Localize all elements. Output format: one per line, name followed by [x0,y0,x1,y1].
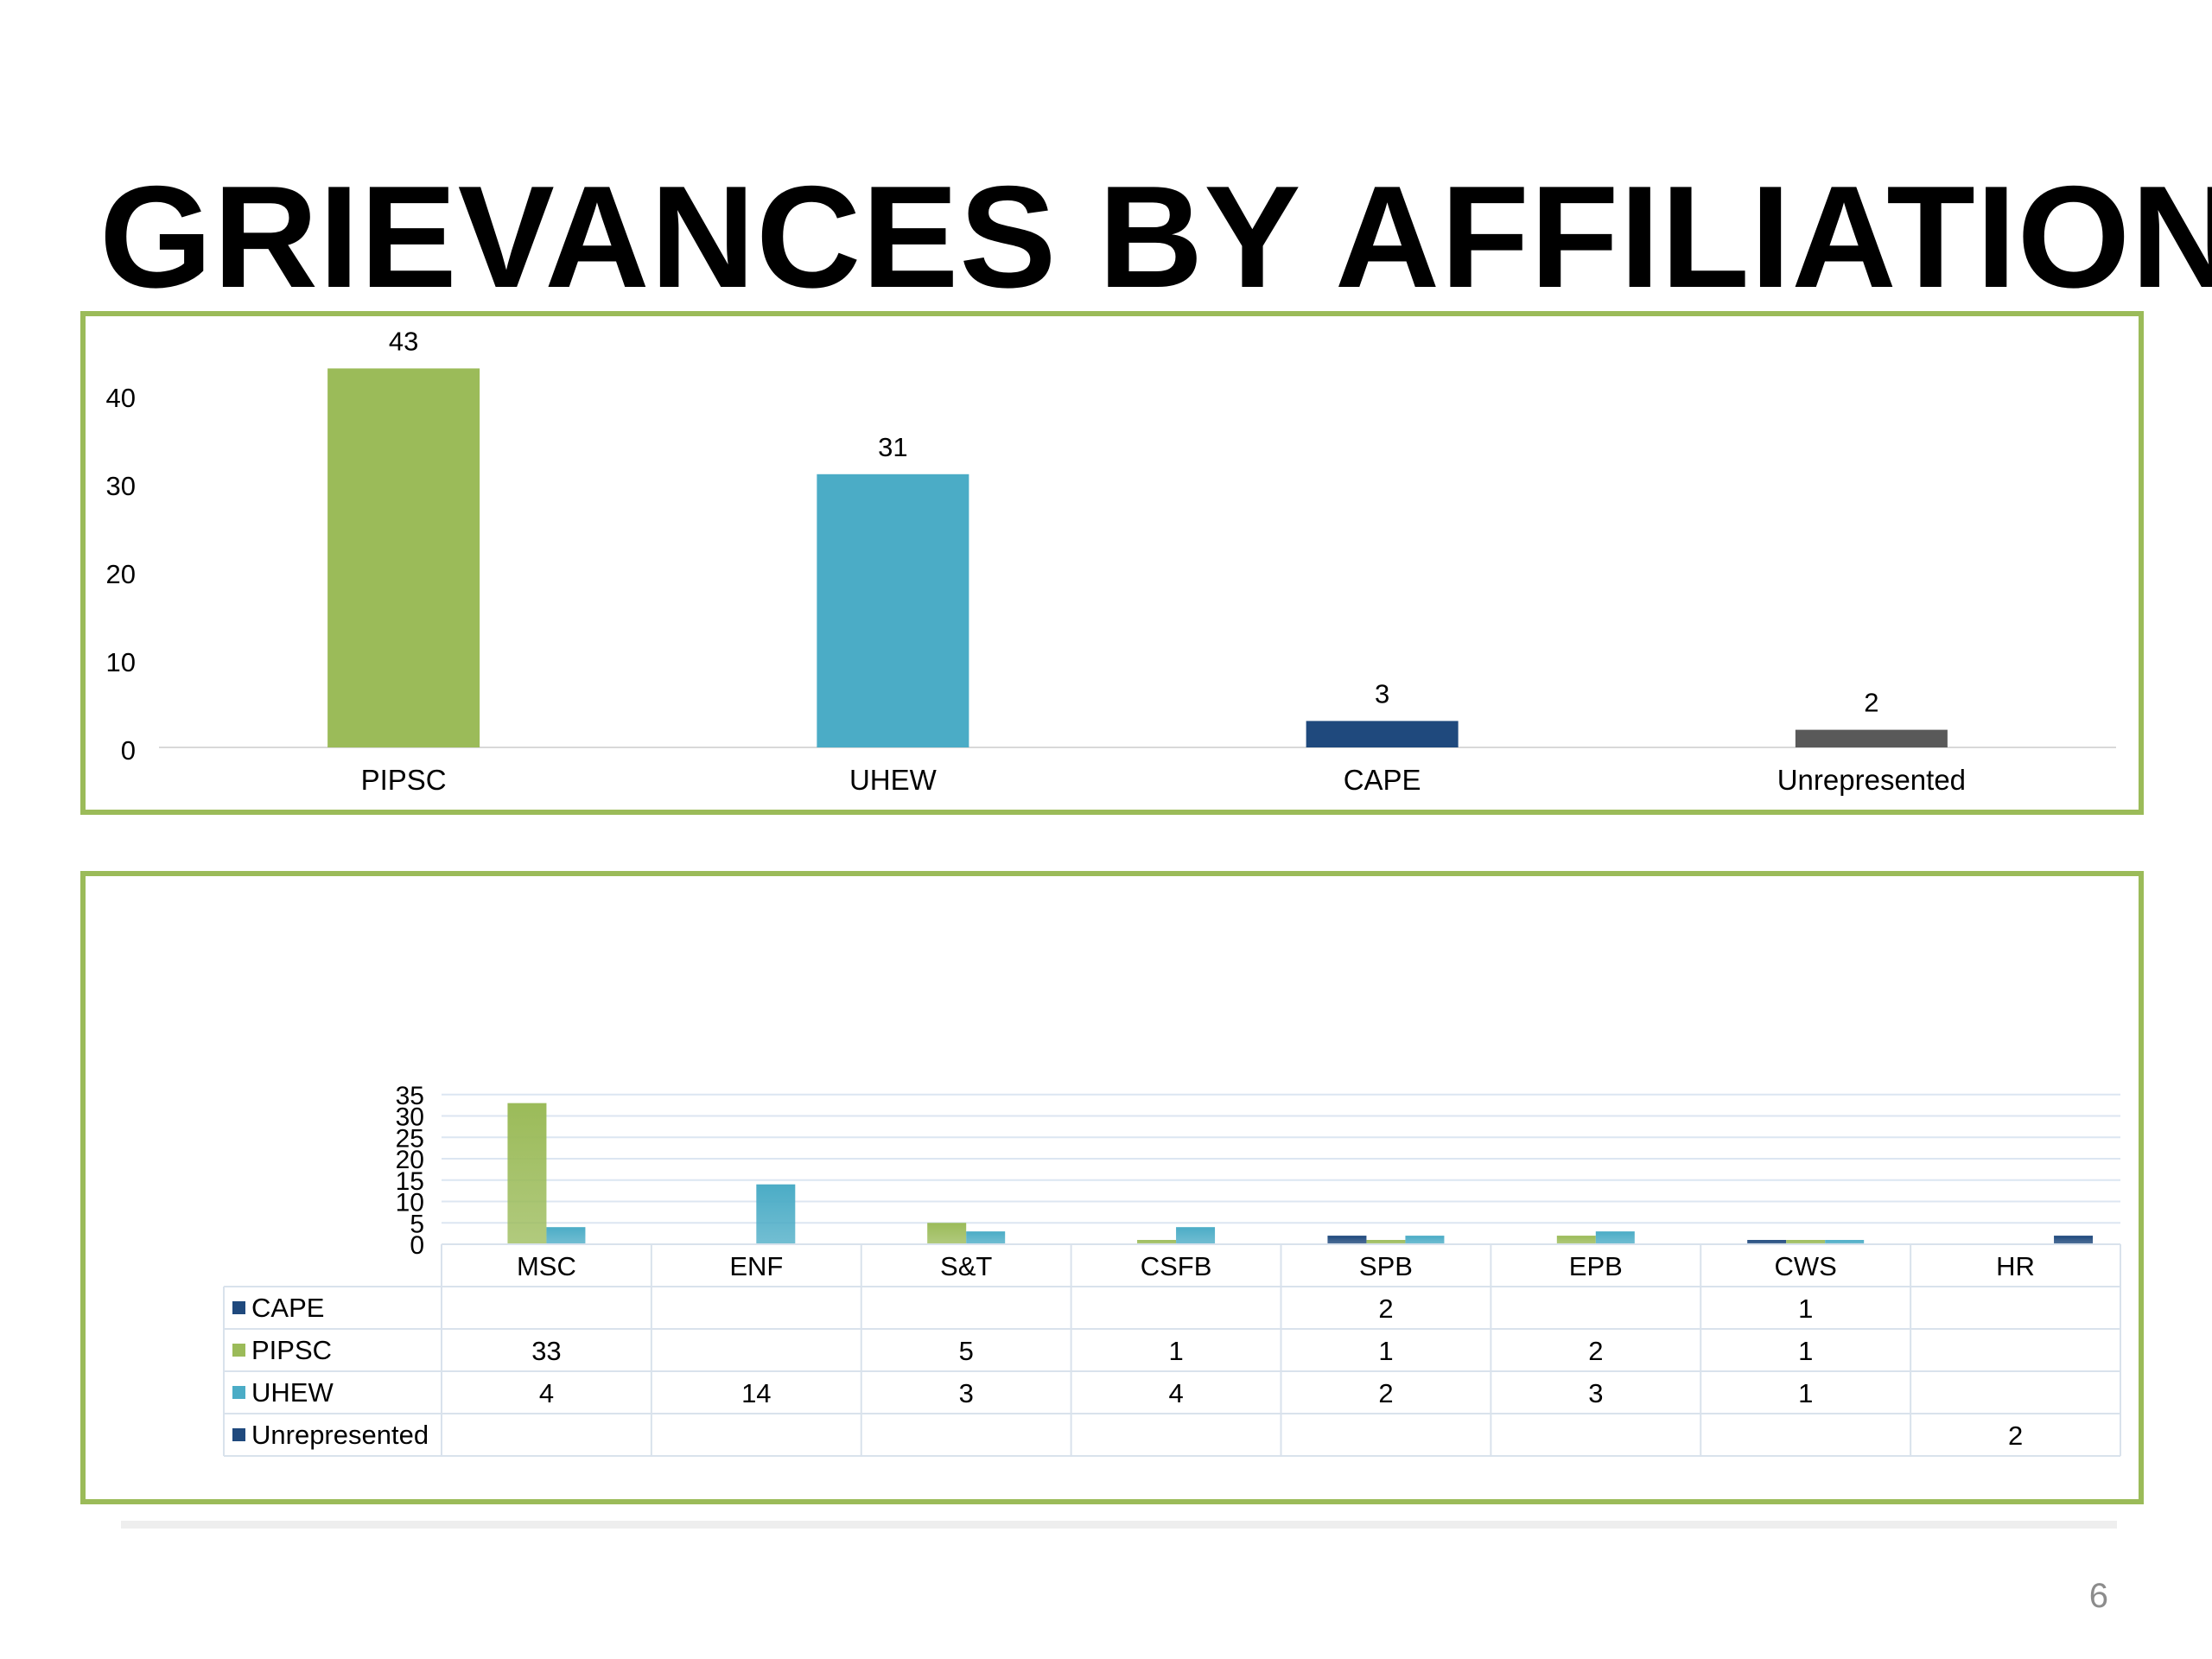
legend-label-pipsc: PIPSC [251,1335,332,1365]
legend-label-cape: CAPE [251,1293,324,1323]
data-label-unrepresented: 2 [1864,688,1878,718]
page-number: 6 [2088,1577,2108,1615]
y-tick-label: 40 [106,383,136,413]
bar-epb-uhew [1595,1231,1635,1244]
legend-key-cape [232,1301,245,1314]
x-tick-label-pipsc: PIPSC [361,764,447,796]
bar-spb-cape [1327,1236,1367,1244]
x-tick-label-hr: HR [1996,1251,2035,1281]
table-value-uhew-sandt: 3 [959,1378,974,1408]
table-value-unrepresented-hr: 2 [2008,1421,2023,1451]
bar-csfb-pipsc [1137,1240,1177,1244]
x-tick-label-cape: CAPE [1344,764,1421,796]
legend-label-unrepresented: Unrepresented [251,1420,429,1450]
y-tick-label: 10 [106,647,136,677]
bar-pipsc [327,368,480,747]
y-tick-label: 35 [396,1082,424,1110]
bar-spb-pipsc [1366,1240,1406,1244]
table-value-pipsc-msc: 33 [531,1336,561,1366]
y-tick-label: 10 [396,1189,424,1217]
x-tick-label-epb: EPB [1569,1251,1623,1281]
legend-label-uhew: UHEW [251,1377,334,1408]
table-value-pipsc-sandt: 5 [959,1336,974,1366]
legend-key-unrepresented [232,1428,245,1441]
bar-epb-pipsc [1556,1236,1596,1244]
x-tick-label-enf: ENF [729,1251,783,1281]
table-value-pipsc-csfb: 1 [1168,1336,1183,1366]
data-label-uhew: 31 [878,432,907,462]
bar-hr-unrepresented [2054,1236,2094,1244]
x-tick-label-unrepresented: Unrepresented [1777,764,1966,796]
table-value-uhew-cws: 1 [1798,1378,1813,1408]
table-value-pipsc-spb: 1 [1378,1336,1393,1366]
x-tick-label-cws: CWS [1775,1251,1837,1281]
table-value-cape-spb: 2 [1378,1294,1393,1324]
data-label-pipsc: 43 [389,326,418,356]
y-tick-label: 5 [410,1210,424,1238]
y-tick-label: 30 [106,471,136,501]
legend-key-uhew [232,1386,245,1399]
footer-rule [121,1521,2117,1529]
x-tick-label-uhew: UHEW [849,764,938,796]
y-tick-label: 0 [410,1231,424,1260]
bar-csfb-uhew [1176,1227,1216,1244]
bar-uhew [817,474,969,747]
bar-spb-uhew [1405,1236,1445,1244]
affiliation-bar-chart: 0 10 20 30 40 43 PIPSC 31 UHEW 3 CAPE 2 Unrepresente… [106,326,2116,796]
bar-sandt-pipsc [927,1223,967,1244]
table-value-uhew-csfb: 4 [1168,1378,1183,1408]
bar-cws-cape [1747,1240,1787,1244]
bar-sandt-uhew [966,1231,1006,1244]
y-tick-label: 20 [106,559,136,589]
table-value-cape-cws: 1 [1798,1294,1813,1324]
branch-chart-panel: 0 5 10 15 20 25 30 35 MSC ENF S&T CSFB SPB EPB CWS HR CA… [80,871,2144,1504]
bar-cws-uhew [1825,1240,1865,1244]
x-tick-label-csfb: CSFB [1141,1251,1212,1281]
bar-cws-pipsc [1786,1240,1826,1244]
table-value-uhew-msc: 4 [539,1378,554,1408]
table-value-pipsc-cws: 1 [1798,1336,1813,1366]
bar-msc-uhew [546,1227,586,1244]
x-tick-label-msc: MSC [517,1251,576,1281]
data-label-cape: 3 [1375,678,1389,709]
x-tick-label-spb: SPB [1359,1251,1413,1281]
table-value-uhew-enf: 14 [741,1378,771,1408]
bar-msc-pipsc [507,1103,547,1244]
y-tick-label: 30 [396,1103,424,1132]
x-tick-label-sandt: S&T [940,1251,992,1281]
table-value-uhew-spb: 2 [1378,1378,1393,1408]
y-tick-label: 0 [121,735,136,766]
bar-cape [1306,721,1459,747]
legend-key-pipsc [232,1344,245,1357]
y-tick-label: 15 [396,1167,424,1196]
y-tick-label: 25 [396,1124,424,1153]
table-value-uhew-epb: 3 [1588,1378,1603,1408]
bar-unrepresented [1795,729,1948,747]
affiliation-chart-panel: 0 10 20 30 40 43 PIPSC 31 UHEW 3 CAPE 2 Unrepresente… [80,311,2144,815]
bar-enf-uhew [756,1184,796,1244]
slide-title: GRIEVANCES BY AFFILIATION [99,156,2212,318]
table-value-pipsc-epb: 2 [1588,1336,1603,1366]
y-tick-label: 20 [396,1146,424,1174]
